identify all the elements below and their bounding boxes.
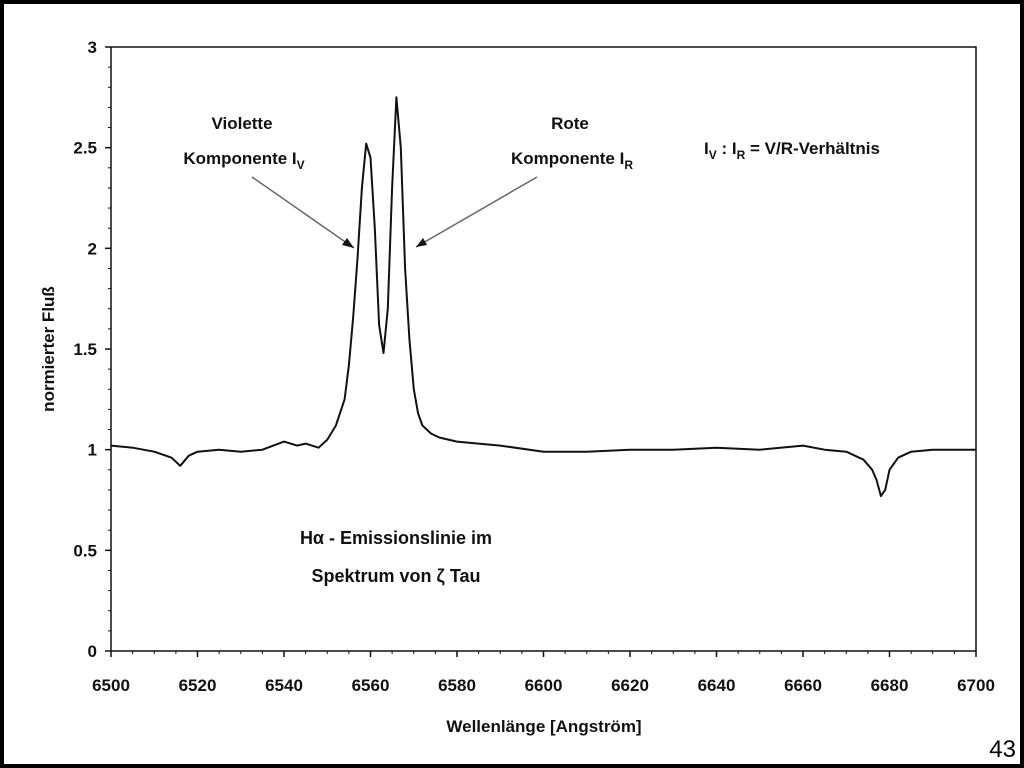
y-tick-label: 2.5: [73, 139, 97, 158]
y-axis-title: normierter Fluß: [39, 286, 58, 412]
annotation-red-line2: Komponente IR: [511, 149, 633, 172]
annotation-red-arrowhead: [416, 238, 427, 247]
annotation-ratio: IV : IR = V/R-Verhältnis: [704, 139, 880, 162]
page-number: 43: [989, 736, 1016, 763]
y-tick-label: 0.5: [73, 541, 97, 560]
x-tick-label: 6540: [265, 676, 303, 695]
x-tick-label: 6620: [611, 676, 649, 695]
x-tick-label: 6500: [92, 676, 130, 695]
y-tick-label: 1: [88, 441, 97, 460]
x-tick-label: 6580: [438, 676, 476, 695]
y-tick-label: 1.5: [73, 340, 97, 359]
chart: 6500 6520 6540 6560 6580 6600 6620 6640 6660 6680…: [39, 38, 995, 736]
x-tick-label: 6520: [179, 676, 217, 695]
y-tick-label: 0: [88, 642, 97, 661]
x-tick-label: 6700: [957, 676, 995, 695]
y-tick-label: 3: [88, 38, 97, 57]
annotation-halpha-line2: Spektrum von ζ Tau: [312, 566, 481, 587]
annotation-violet-line1: Violette: [211, 114, 272, 133]
slide: 6500 6520 6540 6560 6580 6600 6620 6640 6660 6680…: [4, 4, 1020, 764]
annotation-halpha-line1: Hα - Emissionslinie im: [300, 528, 492, 548]
annotation-violet-arrowhead: [342, 238, 354, 248]
x-axis-ticks: 6500 6520 6540 6560 6580 6600 6620 6640 6660 6680…: [92, 651, 995, 695]
annotation-violet-arrow: [251, 176, 355, 249]
x-tick-label: 6560: [352, 676, 390, 695]
minor-ticks: [108, 46, 977, 654]
annotation-violet-line2: Komponente IV: [183, 149, 304, 172]
x-tick-label: 6680: [871, 676, 909, 695]
x-axis-title: Wellenlänge [Angström]: [446, 717, 641, 736]
y-tick-label: 2: [88, 239, 97, 258]
x-tick-label: 6640: [698, 676, 736, 695]
spectrum-series-line: [110, 96, 976, 497]
x-tick-label: 6660: [784, 676, 822, 695]
y-axis-ticks: 0 0.5 1 1.5 2 2.5 3: [73, 38, 111, 661]
plot-area-frame: [110, 46, 977, 652]
annotation-red-line1: Rote: [551, 114, 589, 133]
x-tick-label: 6600: [525, 676, 563, 695]
annotation-red-arrow: [415, 176, 538, 248]
